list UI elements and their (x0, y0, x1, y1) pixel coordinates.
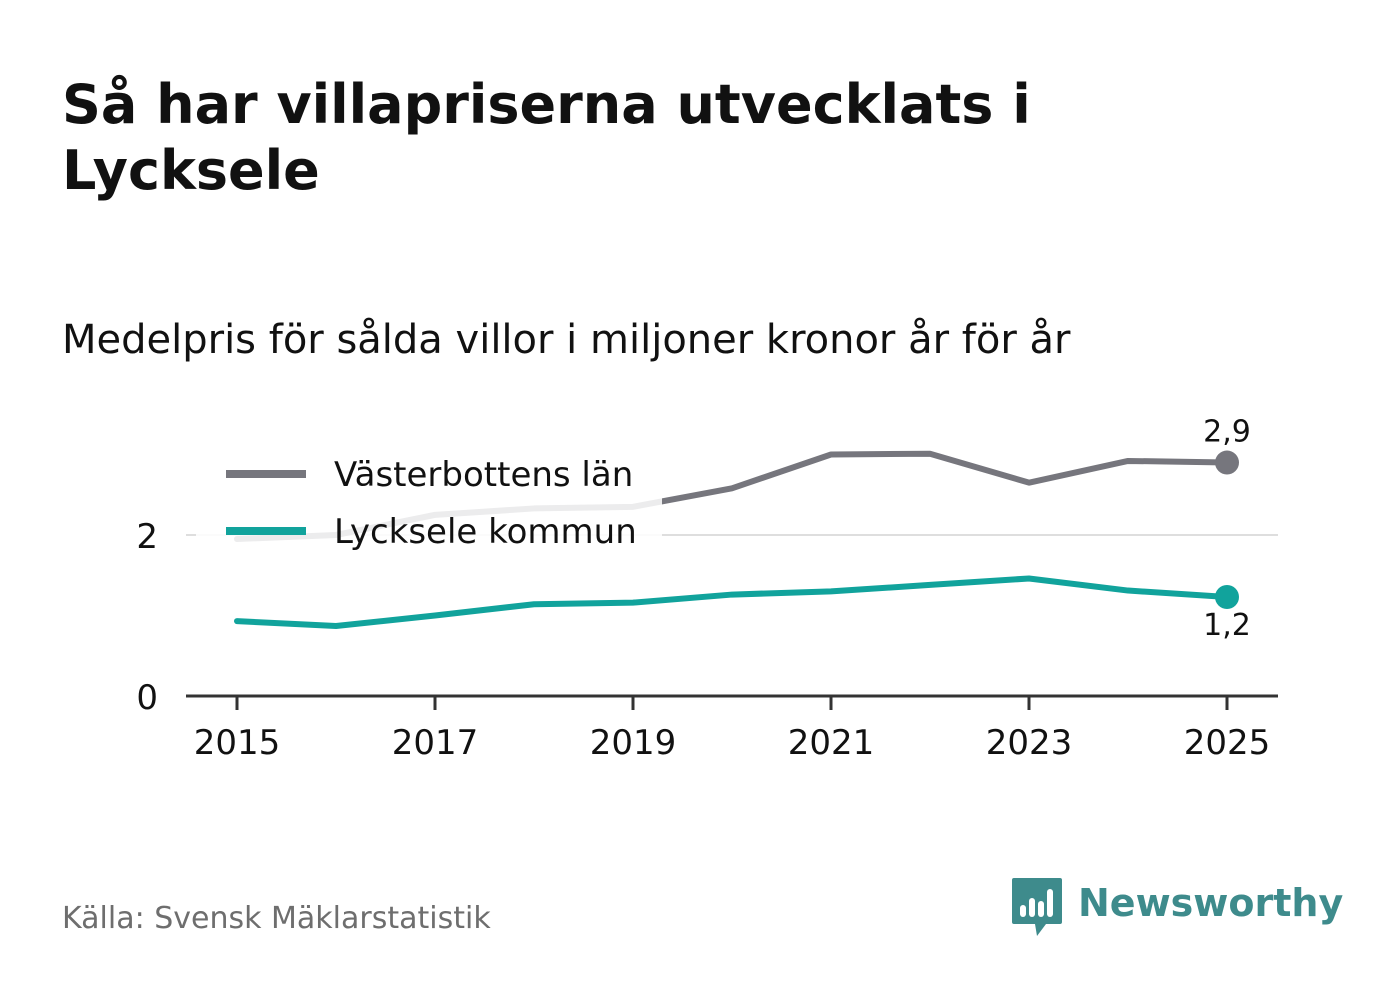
x-tick-label: 2025 (1184, 723, 1271, 763)
series-line-1 (234, 575, 1230, 629)
newsworthy-brand: Newsworthy (1012, 878, 1343, 942)
x-axis: 2015 2017 2019 2021 2023 2025 (186, 694, 1278, 763)
end-marker-1 (1215, 584, 1239, 609)
legend: Västerbottens län Lycksele kommun (196, 442, 662, 564)
x-tick-label: 2021 (788, 723, 875, 763)
legend-background (196, 442, 662, 564)
brand-name: Newsworthy (1078, 881, 1344, 925)
chart-title: Så har villapriserna utvecklats i Lyckse… (62, 73, 1031, 202)
legend-label: Lycksele kommun (334, 512, 637, 552)
end-marker-0 (1215, 450, 1239, 475)
legend-label: Västerbottens län (334, 455, 633, 495)
chart-subtitle: Medelpris för sålda villor i miljoner kr… (62, 317, 1071, 363)
y-axis: 02 (136, 517, 158, 718)
y-tick-label: 2 (136, 517, 158, 557)
end-value-label: 1,2 (1203, 608, 1251, 643)
y-tick-label: 0 (136, 678, 158, 718)
newsworthy-logo-icon (1012, 878, 1062, 936)
data-labels: 2,9 1,2 (1203, 415, 1251, 643)
x-tick-label: 2017 (392, 723, 479, 763)
x-tick-label: 2019 (590, 723, 677, 763)
source-note: Källa: Svensk Mäklarstatistik (62, 901, 491, 936)
x-tick-label: 2023 (986, 723, 1073, 763)
end-value-label: 2,9 (1203, 415, 1251, 450)
x-tick-label: 2015 (194, 723, 281, 763)
